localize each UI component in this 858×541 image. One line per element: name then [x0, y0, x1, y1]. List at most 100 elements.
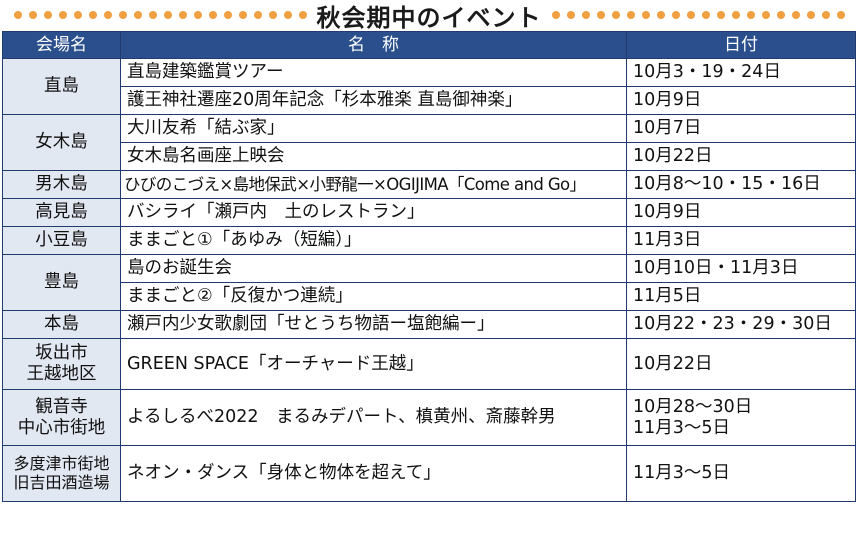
table-row: 男木島 ひびのこづえ×島地保武×小野龍一×OGIJIMA「Come and Go…: [2, 170, 856, 199]
decorative-dot: [223, 11, 232, 19]
decorative-dot: [268, 11, 277, 19]
table-row: 女木島 大川友希「結ぶ家」 10月7日: [2, 114, 856, 171]
decorative-dot: [178, 11, 187, 19]
table-row: 豊島 島のお誕生会 10月10日・11月3日: [2, 254, 856, 311]
events-table: 会場名 名 称 日付 直島 直島建築鑑賞ツアー 10月3・19・24日 護王神社…: [2, 31, 856, 502]
venue-line: 観音寺: [35, 396, 88, 417]
table-row: 直島 直島建築鑑賞ツアー 10月3・19・24日: [2, 58, 856, 115]
decorative-dot: [118, 11, 127, 19]
event-name-cell: ネオン・ダンス「身体と物体を超えて」: [120, 445, 627, 502]
table-row: 高見島 バシライ「瀬戸内 土のレストラン」 10月9日: [2, 198, 856, 227]
table-row: 本島 瀬戸内少女歌劇団「せとうち物語ー塩飽編ー」 10月22・23・29・30日: [2, 310, 856, 339]
decorative-dot: [581, 11, 590, 19]
event-date-cell: 10月8〜10・15・16日: [626, 170, 856, 199]
title-row: 秋会期中のイベント: [0, 0, 858, 32]
decorative-dot: [596, 11, 605, 19]
decorative-dot: [88, 11, 97, 19]
decorative-dot: [746, 11, 755, 19]
decorative-dot: [28, 11, 37, 19]
venue-cell: 豊島: [2, 254, 121, 311]
event-name-cell: GREEN SPACE「オーチャード王越」: [120, 338, 627, 390]
decorative-dot: [641, 11, 650, 19]
date-line: 11月3〜5日: [633, 417, 731, 438]
venue-cell: 坂出市 王越地区: [2, 338, 121, 390]
decorative-dot: [193, 11, 202, 19]
event-date-cell: 10月9日: [626, 86, 856, 115]
event-date-cell: 10月3・19・24日: [626, 58, 856, 87]
page-title: 秋会期中のイベント: [316, 3, 542, 32]
event-date-cell: 10月22日: [626, 338, 856, 390]
decorative-dot: [58, 11, 67, 19]
event-name-cell: 瀬戸内少女歌劇団「せとうち物語ー塩飽編ー」: [120, 310, 627, 339]
event-name-cell: ままごと①「あゆみ（短編）」: [120, 226, 627, 255]
event-date-cell: 11月3日: [626, 226, 856, 255]
event-name-cell: よるしるべ2022 まるみデパート、槙黄州、斎藤幹男: [120, 389, 627, 446]
event-name-cell: バシライ「瀬戸内 土のレストラン」: [120, 198, 627, 227]
event-date-cell: 10月22日: [626, 142, 856, 171]
venue-line: 王越地区: [26, 364, 97, 384]
event-name-cell: 直島建築鑑賞ツアー: [120, 58, 627, 87]
venue-line: 坂出市: [35, 343, 88, 364]
decorative-dot: [836, 11, 845, 19]
table-row: 観音寺 中心市街地 よるしるべ2022 まるみデパート、槙黄州、斎藤幹男 10月…: [2, 389, 856, 446]
table-header-row: 会場名 名 称 日付: [2, 31, 856, 59]
table-row: 小豆島 ままごと①「あゆみ（短編）」 11月3日: [2, 226, 856, 255]
event-name-cell: 女木島名画座上映会: [120, 142, 627, 171]
venue-cell: 多度津市街地 旧吉田酒造場: [2, 445, 121, 502]
venue-cell: 女木島: [2, 114, 121, 171]
decorative-dot: [806, 11, 815, 19]
venue-cell: 直島: [2, 58, 121, 115]
venue-line: 旧吉田酒造場: [13, 472, 110, 492]
decorative-dot: [283, 11, 292, 19]
dot-border-right: [542, 0, 858, 30]
decorative-dot: [238, 11, 247, 19]
venue-line: 多度津市街地: [13, 453, 110, 473]
decorative-dot: [253, 11, 262, 19]
table-row: ままごと②「反復かつ連続」 11月5日: [3, 282, 856, 311]
table-row: 坂出市 王越地区 GREEN SPACE「オーチャード王越」 10月22日: [2, 338, 856, 390]
event-date-cell: 10月22・23・29・30日: [626, 310, 856, 339]
decorative-dot: [686, 11, 695, 19]
decorative-dot: [133, 11, 142, 19]
decorative-dot: [148, 11, 157, 19]
decorative-dot: [611, 11, 620, 19]
header-venue: 会場名: [2, 31, 121, 59]
header-date: 日付: [626, 31, 856, 59]
event-name-cell: ままごと②「反復かつ連続」: [120, 282, 627, 311]
event-date-cell: 10月28〜30日 11月3〜5日: [626, 389, 856, 446]
decorative-dot: [13, 11, 22, 19]
event-name-cell: 大川友希「結ぶ家」: [120, 114, 627, 143]
decorative-dot: [73, 11, 82, 19]
header-name: 名 称: [120, 31, 627, 59]
event-name-cell: 島のお誕生会: [120, 254, 627, 283]
decorative-dot: [298, 11, 307, 19]
decorative-dot: [731, 11, 740, 19]
date-line: 10月28〜30日: [633, 396, 753, 417]
event-name-cell: 護王神社遷座20周年記念「杉本雅楽 直島御神楽」: [120, 86, 627, 115]
decorative-dot: [716, 11, 725, 19]
venue-cell: 小豆島: [2, 226, 121, 255]
decorative-dot: [208, 11, 217, 19]
decorative-dot: [551, 11, 560, 19]
event-date-cell: 11月5日: [626, 282, 856, 311]
decorative-dot: [43, 11, 52, 19]
table-row: 多度津市街地 旧吉田酒造場 ネオン・ダンス「身体と物体を超えて」 11月3〜5日: [2, 445, 856, 502]
venue-cell: 観音寺 中心市街地: [2, 389, 121, 446]
decorative-dot: [776, 11, 785, 19]
dot-border-left: [0, 0, 317, 30]
decorative-dot: [626, 11, 635, 19]
decorative-dot: [103, 11, 112, 19]
table-row: 女木島名画座上映会 10月22日: [3, 142, 856, 171]
venue-cell: 本島: [2, 310, 121, 339]
event-date-cell: 10月10日・11月3日: [626, 254, 856, 283]
venue-cell: 高見島: [2, 198, 121, 227]
event-name-cell: ひびのこづえ×島地保武×小野龍一×OGIJIMA「Come and Go」: [120, 170, 627, 199]
decorative-dot: [791, 11, 800, 19]
venue-line: 中心市街地: [17, 417, 106, 438]
decorative-dot: [821, 11, 830, 19]
venue-cell: 男木島: [2, 170, 121, 199]
decorative-dot: [566, 11, 575, 19]
decorative-dot: [701, 11, 710, 19]
decorative-dot: [656, 11, 665, 19]
